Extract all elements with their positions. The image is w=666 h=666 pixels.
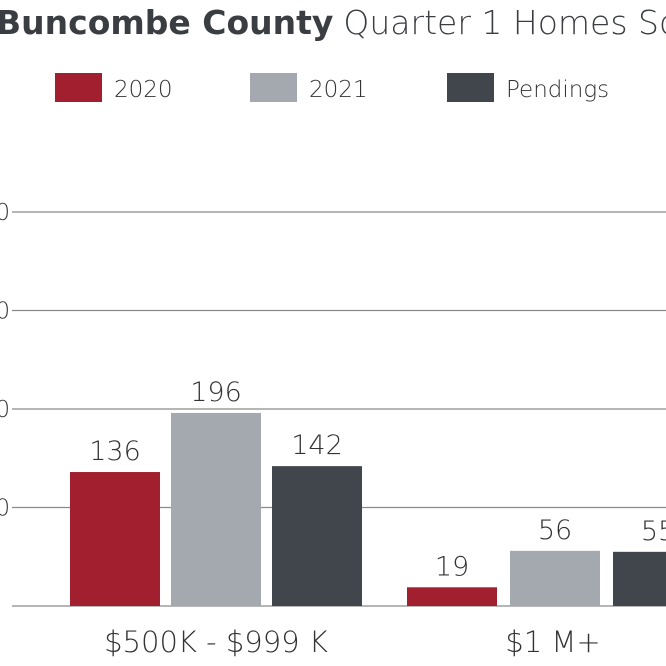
bar bbox=[70, 472, 160, 606]
legend-label: Pendings bbox=[506, 77, 609, 103]
bar bbox=[171, 412, 261, 606]
legend-swatch bbox=[250, 73, 297, 102]
data-label: 55 bbox=[641, 516, 666, 547]
data-label: 142 bbox=[291, 430, 343, 461]
x-tick-label: $500K - $999 K bbox=[104, 625, 328, 659]
y-tick-label: 200 bbox=[0, 397, 10, 423]
legend-label: 2021 bbox=[309, 77, 368, 103]
bar bbox=[272, 466, 362, 606]
y-tick-label: 300 bbox=[0, 299, 10, 325]
legend-swatch bbox=[447, 73, 494, 102]
bar bbox=[613, 551, 666, 606]
data-label: 196 bbox=[190, 377, 242, 408]
data-label: 56 bbox=[538, 515, 572, 546]
bar bbox=[510, 550, 600, 606]
title-bold: Buncombe County bbox=[0, 3, 333, 42]
legend-swatch bbox=[55, 73, 102, 102]
y-tick-label: 100 bbox=[0, 496, 10, 522]
legend-label: 2020 bbox=[114, 77, 173, 103]
y-tick-label: 400 bbox=[0, 200, 10, 226]
chart-title: Buncombe County Quarter 1 Homes So bbox=[0, 3, 666, 42]
bar bbox=[407, 587, 497, 606]
data-label: 136 bbox=[89, 436, 141, 467]
title-rest: Quarter 1 Homes So bbox=[343, 3, 666, 42]
x-tick-label: $1 M+ bbox=[505, 625, 600, 659]
data-label: 19 bbox=[435, 551, 469, 582]
